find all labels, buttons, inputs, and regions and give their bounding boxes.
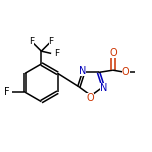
Text: F: F (29, 37, 34, 46)
Text: F: F (4, 87, 10, 97)
Text: F: F (54, 49, 59, 58)
Text: N: N (79, 66, 86, 76)
Text: F: F (49, 37, 54, 46)
Text: O: O (122, 67, 130, 77)
Text: O: O (109, 48, 117, 58)
Text: O: O (86, 93, 94, 103)
Text: N: N (100, 83, 108, 93)
